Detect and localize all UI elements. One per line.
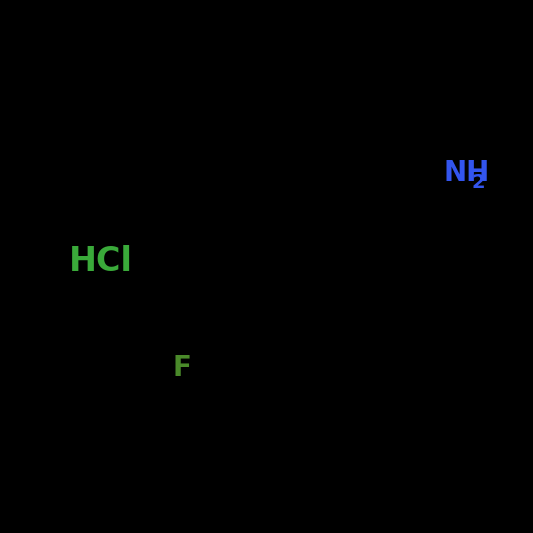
Text: F: F — [172, 354, 191, 382]
Text: NH: NH — [443, 159, 490, 187]
Text: 2: 2 — [471, 173, 484, 192]
Text: HCl: HCl — [69, 245, 133, 278]
